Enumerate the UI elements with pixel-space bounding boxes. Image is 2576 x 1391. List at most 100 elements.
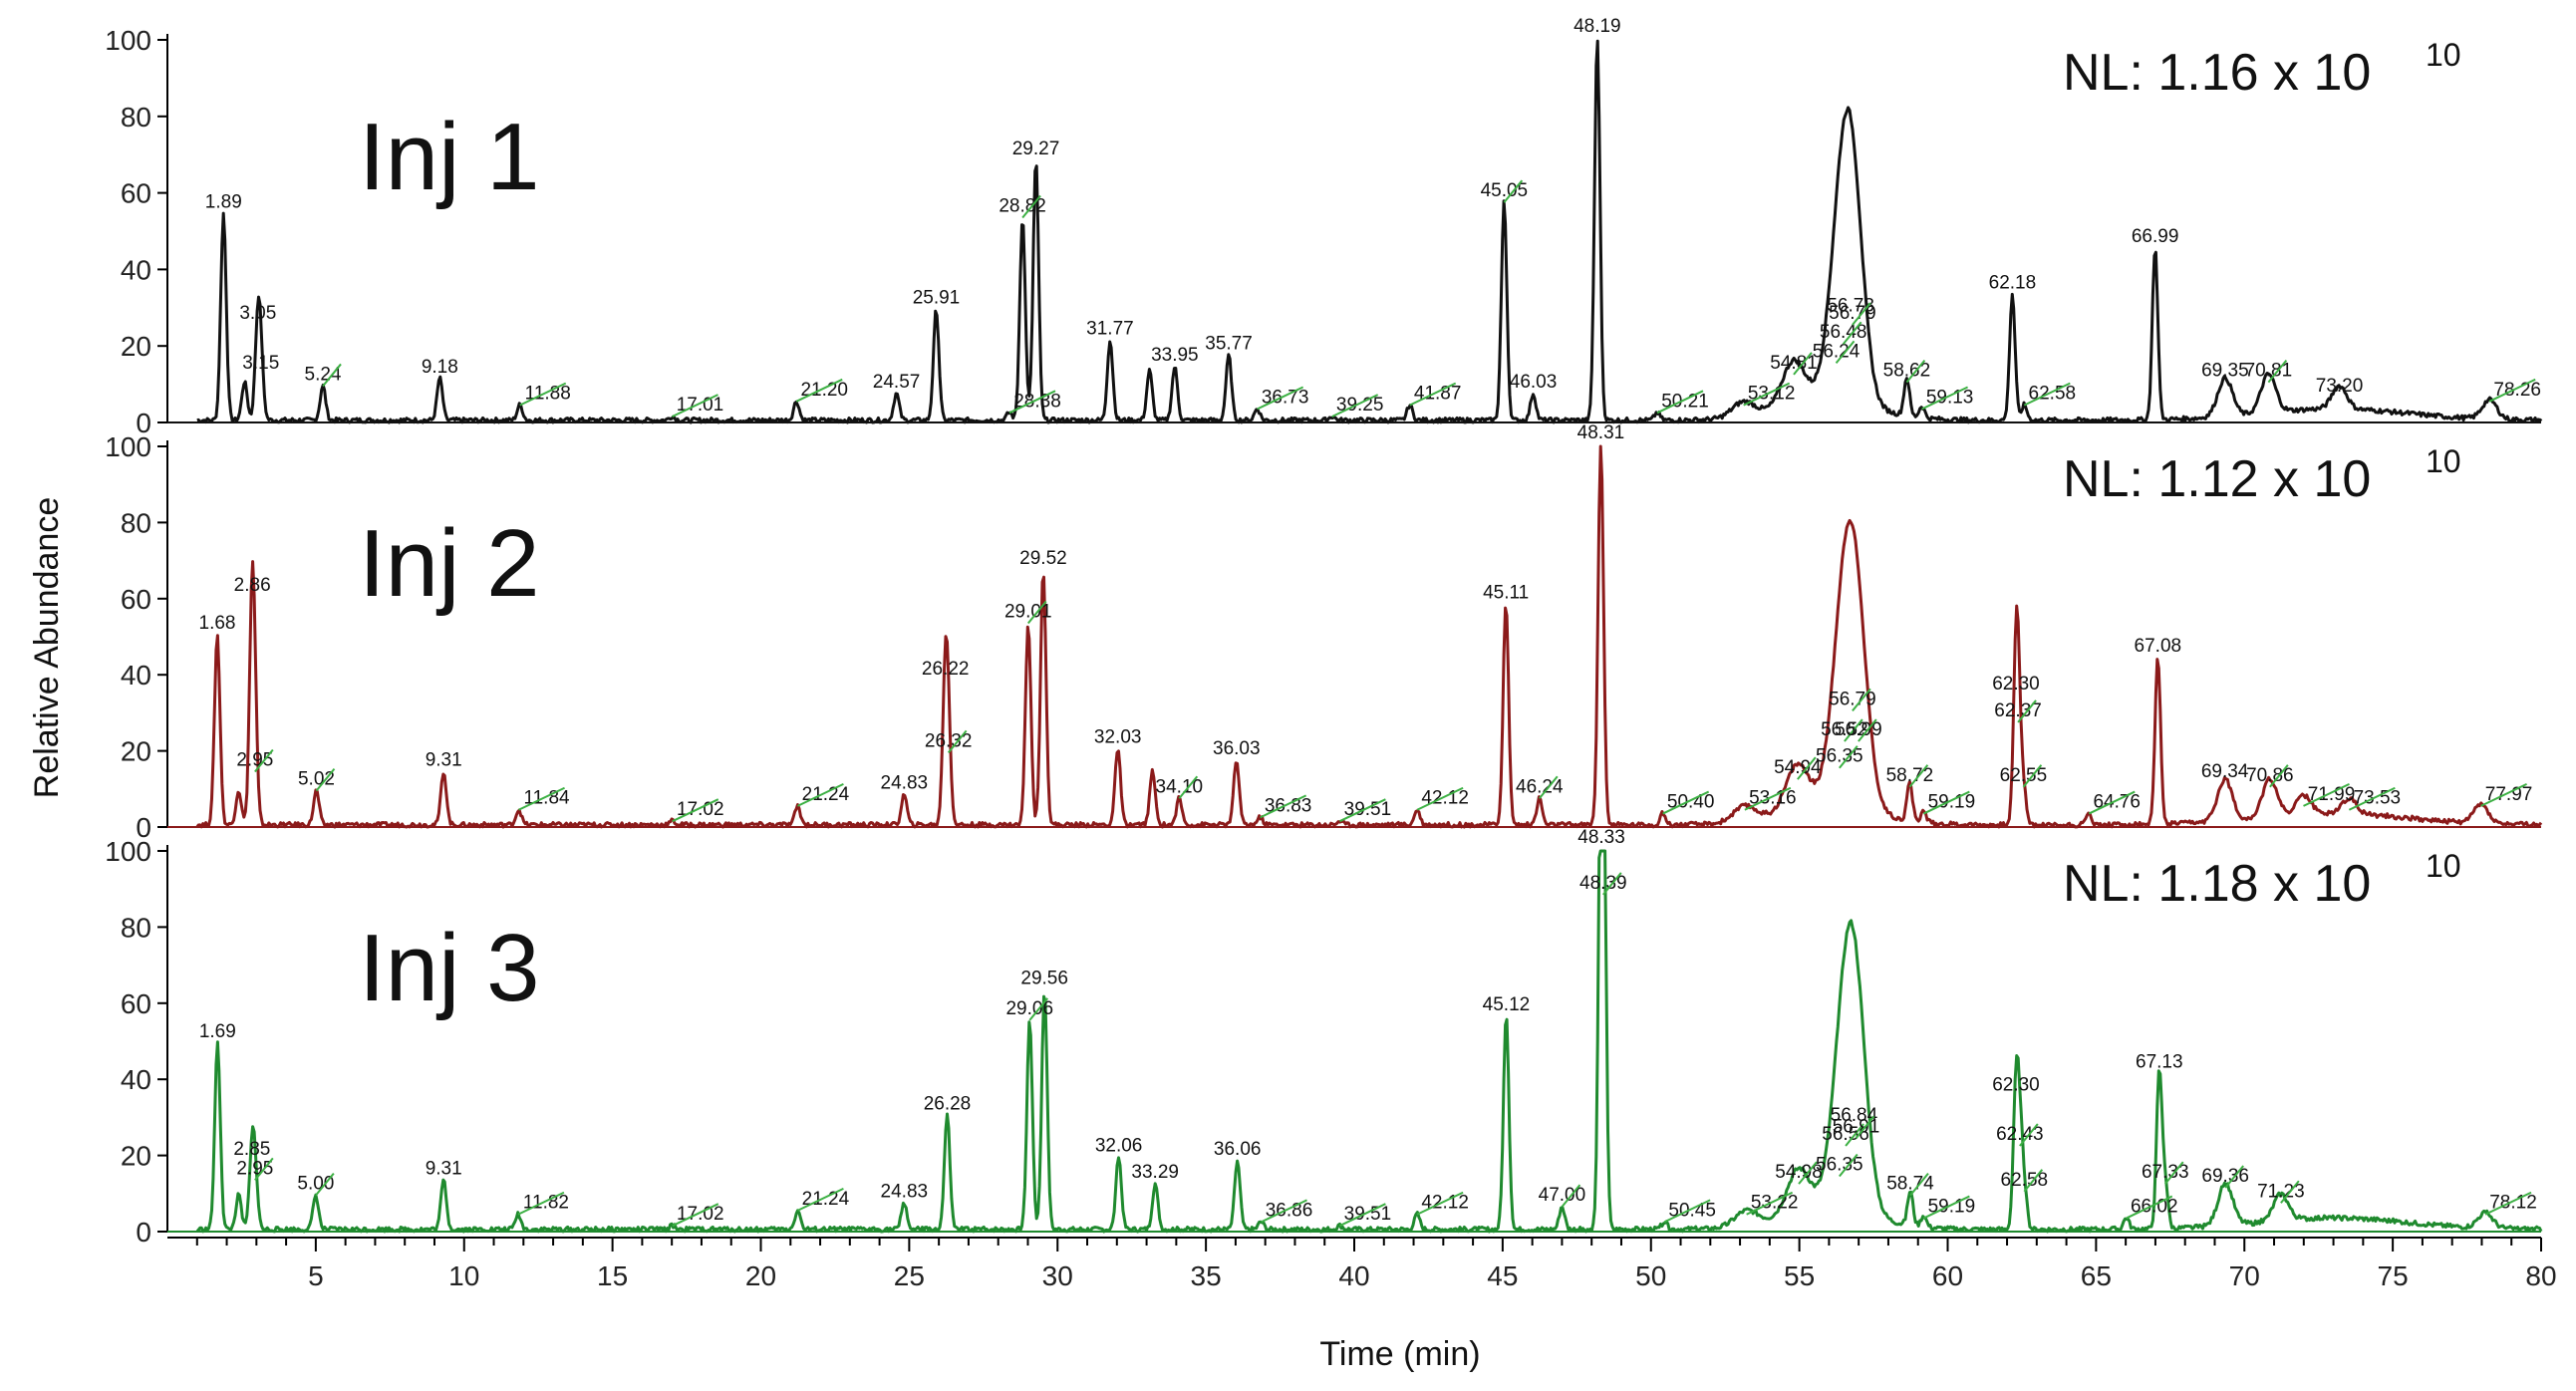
- panel-title: Inj 2: [359, 510, 539, 617]
- x-tick-label: 10: [448, 1260, 479, 1291]
- peak-leader-line: [1257, 386, 1304, 411]
- chromatogram-trace: [195, 444, 2543, 829]
- x-axis-label: Time (min): [1319, 1335, 1480, 1373]
- peak-leader-line: [1663, 1199, 1711, 1224]
- peak-label: 62.37: [1994, 700, 2042, 721]
- peak-leader-line: [2348, 786, 2396, 811]
- peak-leader-line: [1331, 394, 1379, 418]
- peak-label: 69.34: [2201, 761, 2249, 782]
- peak-leader-line: [1844, 718, 1863, 742]
- y-tick-label: 80: [121, 912, 151, 943]
- y-tick-label: 60: [121, 584, 151, 615]
- peak-label: 50.21: [1661, 391, 1709, 412]
- peak-label: 48.19: [1574, 16, 1621, 37]
- peak-label: 46.24: [1516, 776, 1564, 797]
- peak-label: 71.99: [2308, 784, 2356, 805]
- peak-leader-line: [2269, 764, 2289, 788]
- peak-leader-line: [1852, 688, 1871, 712]
- peak-leader-line: [1905, 359, 1926, 384]
- peak-label: 56.79: [1829, 303, 1876, 324]
- peak-leader-line: [2224, 1165, 2244, 1189]
- peak-leader-line: [1798, 1161, 1818, 1185]
- peak-label: 73.53: [2354, 788, 2402, 809]
- peak-label: 70.86: [2246, 765, 2294, 786]
- peak-label: 59.19: [1928, 792, 1976, 813]
- peak-label: 42.12: [1421, 1193, 1469, 1214]
- panel-2: 0 20 40 60 80 100 1.68 2.86 2.95 5.02 9.31 11.84 17.…: [105, 422, 2543, 843]
- normalization-level: NL: 1.16 x 10: [2063, 44, 2371, 102]
- peak-leader-line: [1028, 997, 1049, 1021]
- peak-leader-line: [1409, 382, 1457, 407]
- peak-label: 64.76: [2093, 792, 2141, 813]
- x-tick-label: 30: [1042, 1260, 1073, 1291]
- peak-leader-line: [254, 748, 274, 773]
- peak-leader-line: [315, 1172, 335, 1197]
- peak-label: 11.84: [523, 788, 570, 809]
- y-tick-label: 20: [121, 331, 151, 362]
- peak-label: 24.83: [881, 772, 929, 793]
- peak-label: 32.06: [1095, 1135, 1143, 1156]
- peak-leader-line: [796, 782, 844, 807]
- peak-leader-line: [1503, 179, 1524, 203]
- y-tick-label: 20: [121, 1141, 151, 1172]
- peak-leader-line: [796, 1187, 844, 1212]
- peak-label: 39.51: [1344, 1204, 1392, 1225]
- peak-label: 53.16: [1749, 788, 1797, 809]
- peak-label: 26.32: [925, 730, 973, 751]
- peak-label: 54.98: [1775, 1162, 1823, 1183]
- peak-leader-line: [2023, 1169, 2044, 1193]
- peak-label: 2.86: [234, 575, 271, 596]
- peak-label: 21.20: [800, 380, 848, 401]
- peak-label: 1.68: [199, 613, 236, 634]
- y-tick-label: 0: [136, 812, 151, 843]
- y-axis-label: Relative Abundance: [28, 497, 66, 798]
- peak-label: 54.81: [1770, 353, 1818, 374]
- peak-label: 35.77: [1205, 334, 1253, 355]
- peak-leader-line: [1261, 1199, 1307, 1224]
- peak-leader-line: [1922, 790, 1970, 815]
- peak-label: 21.24: [802, 1189, 850, 1210]
- y-tick-label: 100: [105, 836, 151, 867]
- peak-leader-line: [1835, 340, 1856, 365]
- peak-label: 39.25: [1336, 395, 1384, 416]
- peak-label: 11.82: [523, 1193, 569, 1214]
- y-tick-label: 40: [121, 254, 151, 285]
- peak-label: 58.72: [1886, 765, 1934, 786]
- peak-label: 67.13: [2136, 1051, 2183, 1072]
- peak-label: 2.95: [236, 750, 273, 771]
- peak-label: 54.94: [1774, 757, 1822, 778]
- peak-leader-line: [1178, 775, 1199, 799]
- peak-label: 5.24: [305, 364, 342, 385]
- peak-leader-line: [517, 1191, 565, 1216]
- peak-label: 56.79: [1829, 689, 1876, 709]
- peak-label: 33.95: [1151, 345, 1199, 366]
- y-tick-label: 60: [121, 988, 151, 1019]
- peak-label: 56.35: [1816, 746, 1863, 767]
- peak-label: 36.06: [1214, 1139, 1262, 1160]
- peak-label: 67.08: [2135, 636, 2182, 657]
- peak-label: 5.02: [298, 769, 335, 790]
- peak-leader-line: [2017, 699, 2037, 723]
- peak-label: 73.20: [2316, 376, 2364, 397]
- peak-label: 21.24: [802, 784, 850, 805]
- x-tick-label: 55: [1784, 1260, 1815, 1291]
- peak-label: 26.28: [924, 1093, 972, 1114]
- peak-label: 56.84: [1831, 1105, 1878, 1126]
- y-tick-label: 20: [121, 736, 151, 767]
- peak-label: 69.36: [2201, 1166, 2249, 1187]
- peak-label: 5.00: [297, 1174, 334, 1195]
- peak-label: 56.73: [1827, 295, 1874, 316]
- peak-label: 17.01: [677, 395, 724, 416]
- peak-leader-line: [1539, 775, 1559, 799]
- x-tick-label: 80: [2525, 1260, 2556, 1291]
- peak-label: 69.35: [2201, 361, 2249, 382]
- peak-leader-line: [1561, 1184, 1581, 1208]
- peak-label: 62.30: [1992, 674, 2040, 695]
- peak-label: 67.33: [2142, 1162, 2189, 1183]
- y-tick-label: 100: [105, 25, 151, 56]
- y-tick-label: 100: [105, 431, 151, 462]
- peak-leader-line: [1338, 798, 1386, 823]
- peak-leader-line: [1744, 786, 1792, 811]
- peak-label: 56.91: [1833, 1116, 1880, 1137]
